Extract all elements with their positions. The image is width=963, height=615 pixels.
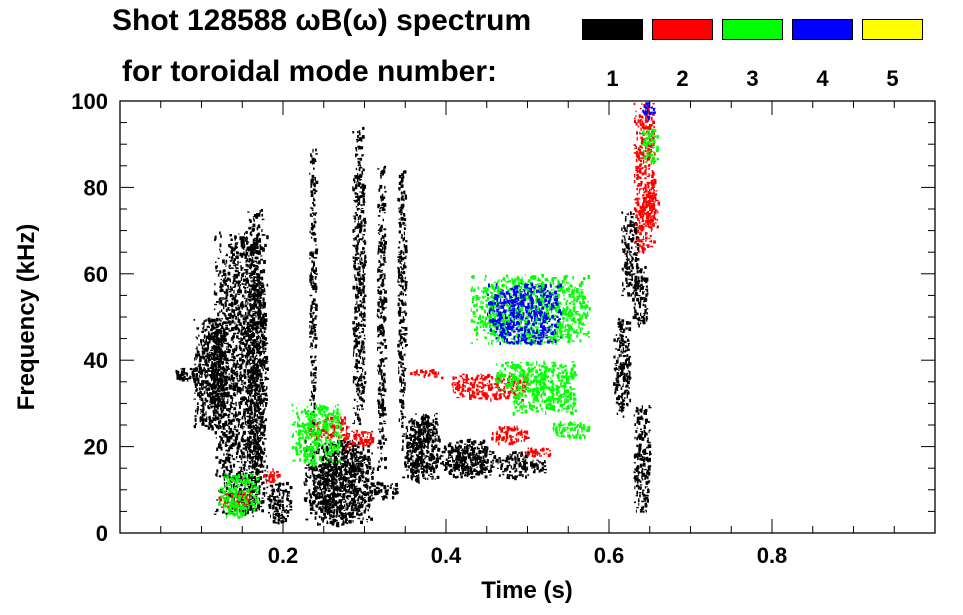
legend-label-1: 1 [606,66,619,91]
y-axis-label: Frequency (kHz) [13,224,40,411]
spectral-region-n=2 [262,468,281,484]
spectral-region-n=1 [455,447,489,476]
legend-label-5: 5 [886,66,899,91]
y-tick-label: 20 [84,435,108,460]
spectral-region-n=1 [369,481,399,501]
x-tick-label: 0.4 [431,543,462,568]
spectral-region-n=1 [519,459,547,474]
spectral-region-n=2 [524,447,552,458]
legend-label-3: 3 [746,66,759,91]
spectrum-data-layer [175,102,661,528]
spectral-region-n=1 [303,438,375,528]
spectral-region-n=3 [495,360,578,394]
x-tick-label: 0.6 [594,543,625,568]
spectral-region-n=2 [642,179,661,232]
y-tick-label: 80 [84,175,108,200]
spectral-region-n=1 [267,481,293,525]
spectral-region-n=3 [512,386,577,416]
spectral-region-n=1 [495,450,530,481]
y-tick-label: 100 [71,89,108,114]
spectral-region-n=3 [642,127,659,164]
spectral-region-n=1 [309,148,319,426]
chart-title-line-1: Shot 128588 ωB(ω) spectrum [112,4,532,37]
y-tick-label: 60 [84,262,108,287]
axis-ticks: 0 20 40 60 80 100 0.2 0.4 0.6 0.8 [71,89,936,568]
spectral-region-n=1 [409,421,437,474]
spectral-region-n=1 [397,170,408,428]
spectral-region-n=2 [633,102,657,254]
y-tick-label: 0 [96,521,108,546]
legend-label-2: 2 [676,66,689,91]
legend-swatch-2 [652,19,713,40]
spectral-region-n=2 [491,425,530,446]
y-tick-label: 40 [84,348,108,373]
legend-swatch-3 [722,19,783,40]
spectral-region-n=1 [316,455,367,519]
legend-swatch-1 [582,19,643,40]
spectral-region-n=2 [344,429,375,451]
spectral-region-n=2 [451,373,529,402]
spectral-region-n=1 [376,165,388,471]
x-tick-label: 0.8 [757,543,788,568]
spectral-region-n=4 [487,282,563,346]
legend-swatch-5 [862,19,923,40]
spectral-region-n=3 [218,473,261,519]
spectral-region-n=2 [410,369,444,380]
legend-swatch-4 [792,19,853,40]
spectral-region-n=3 [291,403,343,467]
legend-label-4: 4 [816,66,829,91]
spectral-region-n=3 [552,421,591,440]
spectral-region-n=1 [633,405,652,513]
spectral-region-n=4 [642,102,656,121]
spectral-region-n=1 [213,230,270,517]
x-axis-label: Time (s) [481,577,573,604]
spectral-region-n=1 [613,318,632,418]
chart-title-line-2: for toroidal mode number: [122,55,497,88]
spectral-region-n=1 [632,266,649,328]
spectral-region-n=1 [352,126,367,426]
x-tick-label: 0.2 [268,543,299,568]
